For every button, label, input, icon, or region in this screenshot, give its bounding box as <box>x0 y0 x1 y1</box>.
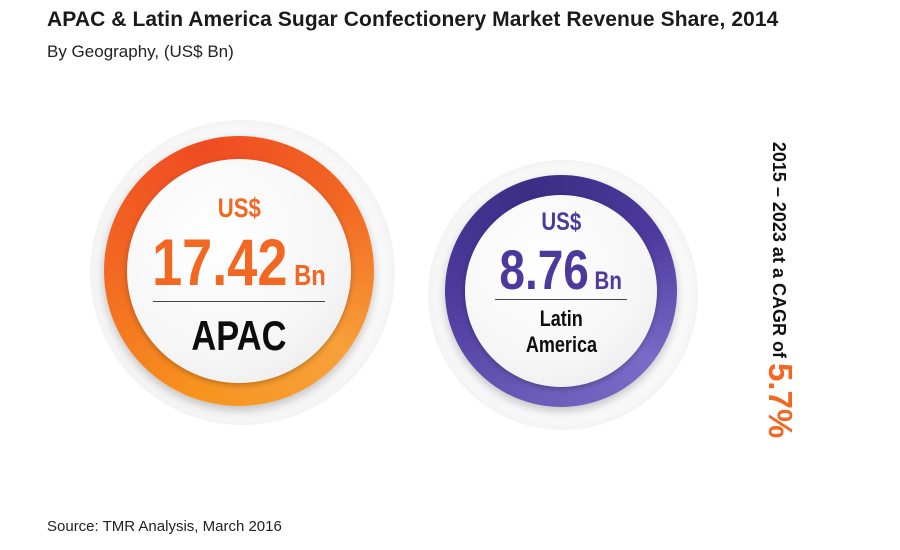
apac-unit: Bn <box>294 260 326 292</box>
apac-bubble: US$ 17.42 Bn APAC <box>127 159 351 383</box>
cagr-prefix: 2015 – 2023 at a CAGR of <box>769 141 789 363</box>
apac-divider <box>153 301 325 302</box>
cagr-value: 5.7% <box>762 362 799 439</box>
latam-divider <box>495 299 627 300</box>
source-note: Source: TMR Analysis, March 2016 <box>47 518 282 535</box>
chart-subtitle: By Geography, (US$ Bn) <box>47 42 234 61</box>
latam-currency: US$ <box>541 208 581 236</box>
apac-currency: US$ <box>217 193 261 223</box>
latam-unit: Bn <box>594 267 623 295</box>
latam-bubble: US$ 8.76 Bn Latin America <box>465 195 657 387</box>
latam-label-line2: America <box>525 332 597 357</box>
cagr-annotation: 2015 – 2023 at a CAGR of 5.7% <box>700 100 860 480</box>
latam-value-label: 8.76 <box>499 238 590 301</box>
chart-title: APAC & Latin America Sugar Confectionery… <box>47 8 779 31</box>
latam-label-line1: Latin <box>539 306 583 331</box>
apac-value-label: 17.42 <box>152 225 288 299</box>
apac-label: APAC <box>191 312 287 359</box>
